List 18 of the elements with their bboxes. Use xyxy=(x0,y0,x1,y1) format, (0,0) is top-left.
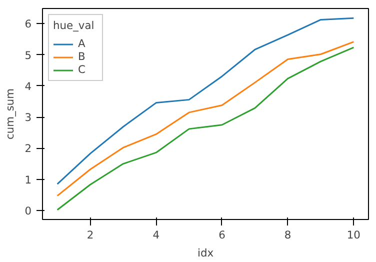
x-tick-label: 8 xyxy=(284,228,292,242)
y-tick-label: 4 xyxy=(24,80,32,93)
x-tick-label: 6 xyxy=(218,228,226,242)
legend-label: C xyxy=(78,63,86,76)
y-tick-label: 2 xyxy=(24,142,32,156)
x-tick-label: 4 xyxy=(152,228,160,242)
legend-label: A xyxy=(78,37,86,50)
y-tick-label: 0 xyxy=(24,204,32,218)
x-tick-label: 10 xyxy=(346,228,361,242)
legend-label: B xyxy=(78,50,86,63)
legend-title: hue_val xyxy=(53,19,96,32)
y-tick-label: 6 xyxy=(24,18,32,31)
y-tick-label: 5 xyxy=(24,48,32,62)
y-tick-label: 1 xyxy=(24,173,32,186)
y-tick-label: 3 xyxy=(24,111,32,124)
y-axis-title: cum_sum xyxy=(4,88,17,140)
x-tick-label: 2 xyxy=(86,228,94,242)
x-axis-title: idx xyxy=(197,246,214,260)
